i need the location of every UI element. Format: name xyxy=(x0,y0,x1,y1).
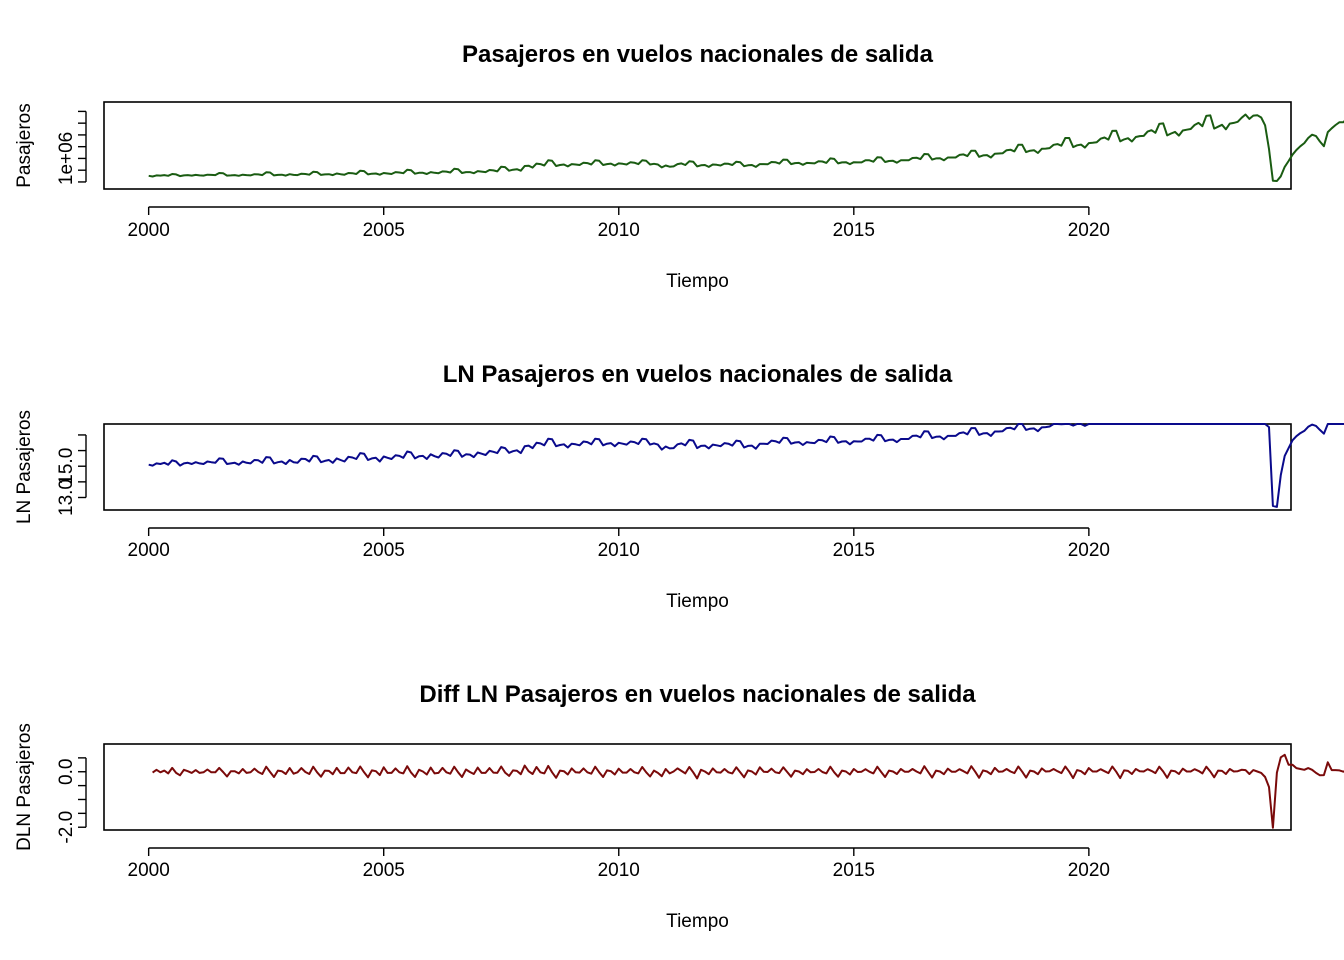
x-axis-label: Tiempo xyxy=(666,591,729,612)
x-tick-label: 2015 xyxy=(833,220,875,241)
plot-frame xyxy=(103,423,1292,511)
series-line-1 xyxy=(148,113,1344,182)
y-tick-label: 13.0 xyxy=(56,479,77,516)
y-tick-label: 0.0 xyxy=(56,759,77,785)
chart-title: LN Pasajeros en vuelos nacionales de sal… xyxy=(443,361,953,388)
x-tick-label: 2020 xyxy=(1068,220,1110,241)
x-tick-label: 2005 xyxy=(363,540,405,561)
x-tick-label: 2000 xyxy=(128,540,170,561)
x-tick-label: 2005 xyxy=(363,860,405,881)
x-tick-label: 2010 xyxy=(598,860,640,881)
y-axis-label: DLN Pasajeros xyxy=(14,723,35,851)
x-tick-label: 2015 xyxy=(833,860,875,881)
x-tick-label: 2000 xyxy=(128,220,170,241)
x-tick-label: 2000 xyxy=(128,860,170,881)
y-axis-label: Pasajeros xyxy=(14,103,35,188)
x-tick-label: 2010 xyxy=(598,540,640,561)
chart-title: Diff LN Pasajeros en vuelos nacionales d… xyxy=(419,681,976,708)
x-tick-label: 2010 xyxy=(598,220,640,241)
y-tick-label: 1e+06 xyxy=(56,132,77,185)
x-axis-label: Tiempo xyxy=(666,911,729,932)
plot-frame xyxy=(103,743,1292,831)
y-tick-label: 15.0 xyxy=(56,448,77,485)
x-tick-label: 2005 xyxy=(363,220,405,241)
y-tick-label: -2.0 xyxy=(56,811,77,844)
x-tick-label: 2020 xyxy=(1068,540,1110,561)
chart-panel-3: Diff LN Pasajeros en vuelos nacionales d… xyxy=(14,681,1344,932)
x-axis-label: Tiempo xyxy=(666,271,729,292)
chart-panel-1: Pasajeros en vuelos nacionales de salida… xyxy=(14,41,1344,292)
x-tick-label: 2015 xyxy=(833,540,875,561)
plot-frame xyxy=(103,101,1292,190)
series-line-1 xyxy=(148,423,1344,508)
series-line-1 xyxy=(152,753,1344,829)
chart-panel-2: LN Pasajeros en vuelos nacionales de sal… xyxy=(14,361,1344,612)
chart-title: Pasajeros en vuelos nacionales de salida xyxy=(462,41,934,68)
x-tick-label: 2020 xyxy=(1068,860,1110,881)
y-axis-label: LN Pasajeros xyxy=(14,410,35,524)
